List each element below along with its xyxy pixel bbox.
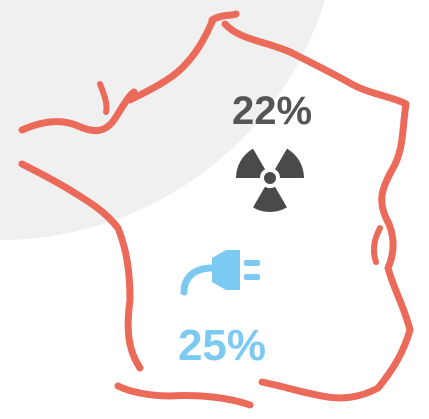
electric-share: 25% — [178, 321, 266, 370]
france-outline — [18, 10, 414, 409]
france-outline-detail — [97, 81, 383, 265]
nuclear-icon — [236, 148, 304, 212]
background-circle — [0, 0, 325, 240]
plug-icon — [180, 250, 260, 296]
nuclear-share: 22% — [232, 89, 312, 133]
